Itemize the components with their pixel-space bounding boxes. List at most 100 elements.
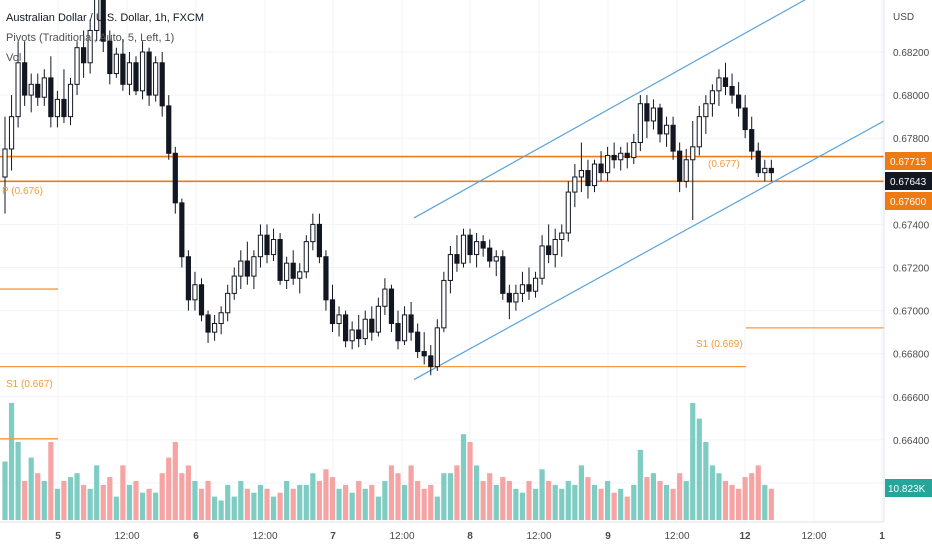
time-tick-label: 12:00: [114, 531, 139, 542]
volume-bar: [683, 481, 689, 520]
volume-bar: [126, 484, 133, 520]
volume-bars: [2, 403, 774, 520]
volume-bar: [231, 496, 237, 520]
candle-body: [87, 29, 93, 64]
time-tick-label: 12:00: [801, 531, 826, 542]
volume-bar: [251, 492, 257, 520]
volume-bar: [244, 488, 250, 520]
candle-body: [15, 62, 21, 118]
candle-body: [244, 260, 250, 277]
candle-body: [290, 262, 296, 279]
time-tick-label: 5: [55, 531, 61, 542]
candle-body: [460, 234, 467, 264]
candle-body: [690, 146, 696, 161]
candle-body: [284, 262, 290, 281]
candle-body: [323, 256, 329, 301]
candle-body: [762, 167, 768, 174]
volume-bar: [736, 488, 742, 520]
trend-channel[interactable]: [413, 0, 885, 381]
candle-body: [146, 51, 152, 96]
volume-bar: [722, 481, 729, 520]
volume-bar: [277, 492, 283, 520]
time-tick-label: 1: [879, 531, 885, 542]
svg-text:0.67600: 0.67600: [890, 197, 927, 208]
volume-bar: [316, 481, 322, 520]
volume-bar: [500, 477, 506, 520]
volume-bar: [146, 488, 152, 520]
candle-body: [100, 0, 106, 42]
candle-body: [41, 77, 47, 98]
candle-body: [303, 241, 309, 273]
candle-body: [172, 152, 178, 204]
candle-body: [493, 256, 499, 262]
volume-bar: [107, 477, 113, 520]
candle-body: [513, 292, 519, 303]
candle-body: [565, 191, 571, 234]
candle-body: [624, 152, 630, 159]
candle-body: [480, 241, 486, 249]
candle-body: [618, 152, 624, 161]
volume-bar: [578, 465, 584, 520]
price-tick-label: 0.68000: [893, 91, 930, 102]
price-tick-label: 0.66800: [893, 350, 930, 361]
candle-body: [605, 154, 611, 174]
candle-body: [153, 62, 159, 96]
volume-bar: [225, 484, 231, 520]
volume-bar: [663, 484, 670, 520]
candle-body: [159, 62, 165, 107]
candle-body: [316, 223, 322, 258]
volume-bar: [742, 477, 748, 520]
price-tick-label: 0.66400: [893, 436, 930, 447]
price-axis-bg[interactable]: [884, 0, 932, 522]
candle-body: [369, 318, 375, 333]
candle-body: [257, 234, 264, 258]
pivot-label-left: P (0.676): [2, 186, 43, 197]
volume-bar: [238, 481, 244, 520]
candle-body: [631, 142, 637, 159]
volume-bar: [212, 496, 218, 520]
volume-indicator-title[interactable]: Vol: [6, 52, 22, 64]
candle-body: [212, 323, 218, 333]
volume-bar: [506, 481, 512, 520]
volume-bar: [474, 465, 480, 520]
volume-bar: [460, 434, 467, 520]
candle-body: [297, 271, 303, 279]
candle-body: [356, 329, 362, 340]
volume-bar: [650, 473, 657, 520]
volume-bar: [264, 488, 270, 520]
volume-bar: [513, 488, 519, 520]
candle-body: [585, 170, 591, 187]
volume-bar: [526, 481, 532, 520]
pivot-lines: [0, 155, 884, 440]
volume-bar: [284, 481, 290, 520]
candle-body: [506, 292, 512, 303]
candle-body: [559, 232, 565, 240]
volume-bar: [395, 473, 401, 520]
candle-body: [133, 62, 139, 92]
candle-body: [454, 254, 460, 264]
time-axis-bg[interactable]: [0, 522, 932, 550]
candle-body: [179, 202, 185, 258]
symbol-title[interactable]: Australian Dollar / U.S. Dollar, 1h, FXC…: [6, 12, 205, 24]
volume-bar: [120, 465, 126, 520]
time-tick-label: 12: [739, 531, 751, 542]
volume-bar: [67, 477, 74, 520]
candle-body: [8, 116, 15, 150]
pivots-indicator-title[interactable]: Pivots (Traditional, Auto, 5, Left, 1): [6, 32, 175, 44]
volume-bar: [198, 488, 205, 520]
chart-grid: [0, 0, 884, 522]
candle-body: [74, 47, 80, 85]
candle-body: [264, 234, 270, 256]
volume-bar: [709, 465, 715, 520]
channel-upper-line: [413, 0, 806, 219]
candle-body: [48, 77, 54, 118]
volume-bar: [467, 442, 473, 520]
volume-bar: [716, 473, 722, 520]
price-tick-label: 0.67000: [893, 307, 930, 318]
candle-body: [663, 124, 670, 135]
candle-body: [519, 284, 526, 294]
price-tick-label: 0.66600: [893, 393, 930, 404]
volume-bar: [74, 473, 80, 520]
currency-label: USD: [893, 12, 914, 23]
